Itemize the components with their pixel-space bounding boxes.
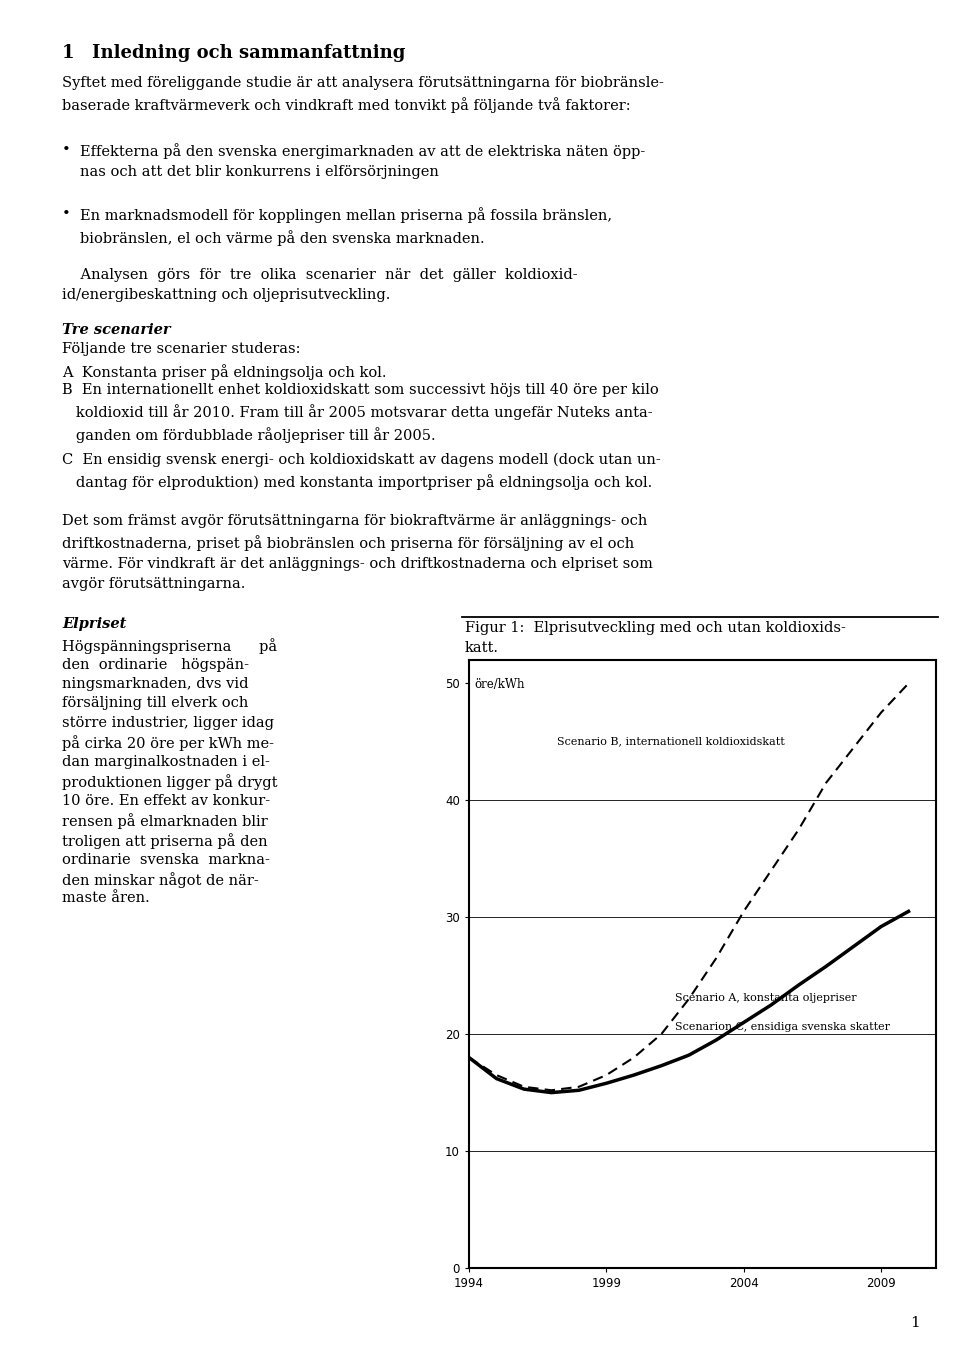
Text: •: • [62, 142, 71, 157]
Text: dan marginalkostnaden i el-: dan marginalkostnaden i el- [62, 755, 270, 769]
Text: större industrier, ligger idag: större industrier, ligger idag [62, 716, 274, 730]
Text: den  ordinarie   högspän-: den ordinarie högspän- [62, 658, 249, 671]
Text: Scenario A, konstanta oljepriser: Scenario A, konstanta oljepriser [675, 993, 856, 1003]
Text: Tre scenarier: Tre scenarier [62, 323, 171, 338]
Text: Syftet med föreliggande studie är att analysera förutsättningarna för biobränsle: Syftet med föreliggande studie är att an… [62, 76, 664, 113]
Text: maste åren.: maste åren. [62, 891, 150, 906]
Text: Scenario B, internationell koldioxidskatt: Scenario B, internationell koldioxidskat… [557, 736, 784, 746]
Text: Det som främst avgör förutsättningarna för biokraftvärme är anläggnings- och
dri: Det som främst avgör förutsättningarna f… [62, 514, 653, 591]
Text: 1: 1 [910, 1317, 920, 1330]
Text: Scenarion C, ensidiga svenska skatter: Scenarion C, ensidiga svenska skatter [675, 1022, 890, 1032]
Text: rensen på elmarknaden blir: rensen på elmarknaden blir [62, 814, 268, 830]
Text: troligen att priserna på den: troligen att priserna på den [62, 833, 268, 849]
Text: försäljning till elverk och: försäljning till elverk och [62, 697, 249, 711]
Text: den minskar något de när-: den minskar något de när- [62, 872, 259, 888]
Text: Inledning och sammanfattning: Inledning och sammanfattning [92, 43, 405, 62]
Text: 10 öre. En effekt av konkur-: 10 öre. En effekt av konkur- [62, 795, 270, 808]
Text: Figur 1:  Elprisutveckling med och utan koldioxids-: Figur 1: Elprisutveckling med och utan k… [465, 621, 846, 635]
Text: C  En ensidig svensk energi- och koldioxidskatt av dagens modell (dock utan un-
: C En ensidig svensk energi- och koldioxi… [62, 453, 660, 491]
Text: En marknadsmodell för kopplingen mellan priserna på fossila bränslen,
biobränsle: En marknadsmodell för kopplingen mellan … [80, 207, 612, 245]
Text: ordinarie  svenska  markna-: ordinarie svenska markna- [62, 853, 270, 866]
Text: ningsmarknaden, dvs vid: ningsmarknaden, dvs vid [62, 677, 249, 692]
Text: B  En internationellt enhet koldioxidskatt som successivt höjs till 40 öre per k: B En internationellt enhet koldioxidskat… [62, 382, 659, 443]
Text: Effekterna på den svenska energimarknaden av att de elektriska näten öpp-
nas oc: Effekterna på den svenska energimarknade… [80, 142, 645, 179]
Text: 1: 1 [62, 43, 75, 62]
Text: Elpriset: Elpriset [62, 617, 127, 631]
Text: öre/kWh: öre/kWh [474, 678, 525, 690]
Text: katt.: katt. [465, 641, 499, 655]
Text: produktionen ligger på drygt: produktionen ligger på drygt [62, 774, 277, 791]
Text: Högspänningspriserna      på: Högspänningspriserna på [62, 639, 277, 654]
Text: Analysen  görs  för  tre  olika  scenarier  när  det  gäller  koldioxid-
id/ener: Analysen görs för tre olika scenarier nä… [62, 268, 578, 302]
Text: A  Konstanta priser på eldningsolja och kol.: A Konstanta priser på eldningsolja och k… [62, 363, 387, 380]
Text: Följande tre scenarier studeras:: Följande tre scenarier studeras: [62, 342, 300, 357]
Text: på cirka 20 öre per kWh me-: på cirka 20 öre per kWh me- [62, 735, 274, 751]
Text: •: • [62, 207, 71, 221]
